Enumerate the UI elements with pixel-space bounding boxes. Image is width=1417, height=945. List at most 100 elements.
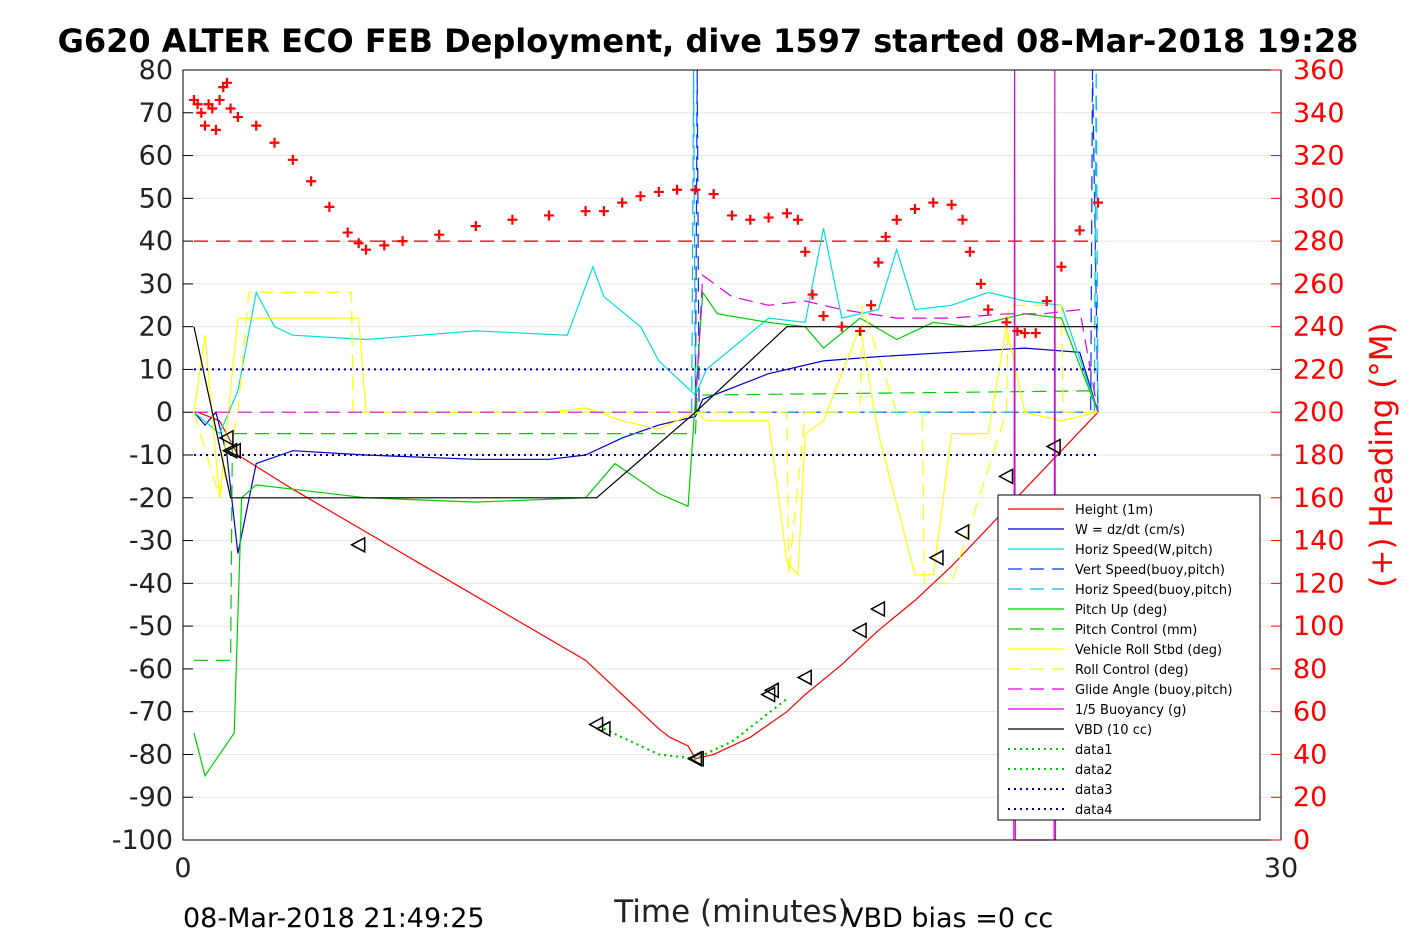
x-tick-label: 30 bbox=[1264, 853, 1298, 884]
heading-point bbox=[251, 120, 262, 131]
heading-point bbox=[196, 107, 207, 118]
left-tick-label: 80 bbox=[139, 55, 173, 86]
legend-label: VBD (10 cc) bbox=[1075, 723, 1152, 738]
right-tick-label: 360 bbox=[1293, 55, 1345, 86]
heading-point bbox=[763, 212, 774, 223]
right-tick-label: 0 bbox=[1293, 825, 1310, 856]
heading-point bbox=[891, 214, 902, 225]
right-tick-label: 40 bbox=[1293, 739, 1327, 770]
heading-point bbox=[324, 201, 335, 212]
marker-point bbox=[796, 669, 812, 686]
heading-point bbox=[1056, 261, 1067, 272]
left-tick-label: -90 bbox=[129, 782, 173, 813]
left-tick-label: 10 bbox=[139, 354, 173, 385]
legend-label: Roll Control (deg) bbox=[1075, 663, 1189, 678]
heading-point bbox=[379, 240, 390, 251]
marker-point bbox=[221, 442, 238, 459]
heading-point bbox=[910, 204, 920, 215]
heading-point bbox=[653, 186, 664, 197]
series-line bbox=[193, 347, 1099, 554]
legend-label: 1/5 Buoyancy (g) bbox=[1075, 703, 1186, 718]
left-tick-label: 60 bbox=[139, 141, 173, 172]
heading-point bbox=[192, 99, 203, 110]
left-tick-label: 50 bbox=[139, 183, 173, 214]
heading-point bbox=[880, 231, 891, 242]
heading-point bbox=[434, 229, 445, 240]
right-tick-label: 60 bbox=[1293, 697, 1327, 728]
right-tick-label: 160 bbox=[1293, 483, 1345, 514]
left-tick-label: -100 bbox=[112, 825, 173, 856]
left-tick-label: -10 bbox=[129, 440, 173, 471]
heading-point bbox=[544, 210, 554, 221]
right-tick-label: 220 bbox=[1293, 354, 1345, 385]
heading-point bbox=[635, 191, 646, 202]
left-tick-label: -60 bbox=[129, 654, 173, 685]
heading-point bbox=[708, 189, 719, 200]
legend-label: Pitch Up (deg) bbox=[1075, 603, 1167, 618]
heading-point bbox=[598, 206, 609, 217]
marker-point bbox=[350, 536, 366, 554]
marker-point bbox=[688, 750, 704, 767]
heading-point bbox=[1093, 197, 1103, 208]
heading-point bbox=[210, 124, 221, 135]
heading-point bbox=[1074, 225, 1085, 236]
footer-vbd-bias: VBD bias =0 cc bbox=[845, 903, 1053, 934]
series-line bbox=[193, 317, 1099, 577]
legend-entries: Height (1m) W = dz/dt (cm/s) Horiz Speed(W… bbox=[1008, 503, 1233, 818]
left-axis-ticks: 80 70 60 50 40 30 20 10 0 -10 -20 -30 -40 -50 -60 -70 -8… bbox=[112, 55, 193, 856]
heading-point bbox=[214, 94, 225, 105]
right-tick-label: 180 bbox=[1293, 440, 1345, 471]
x-tick-label: 0 bbox=[174, 853, 191, 884]
heading-point bbox=[975, 278, 986, 289]
heading-point bbox=[1001, 317, 1012, 328]
heading-point bbox=[225, 103, 236, 114]
heading-point bbox=[397, 236, 408, 247]
series-line bbox=[193, 291, 1098, 584]
series-line bbox=[603, 698, 788, 760]
series-line bbox=[197, 411, 1099, 760]
heading-point bbox=[617, 197, 628, 208]
heading-point bbox=[361, 244, 371, 255]
marker-point bbox=[763, 682, 780, 699]
chart-title: G620 ALTER ECO FEB Deployment, dive 1597… bbox=[58, 22, 1359, 60]
heading-point bbox=[1030, 328, 1041, 339]
left-tick-label: -30 bbox=[129, 526, 173, 557]
heading-point bbox=[957, 214, 968, 225]
left-tick-label: -50 bbox=[129, 611, 173, 642]
marker-point bbox=[686, 750, 703, 767]
legend-label: data2 bbox=[1075, 763, 1113, 778]
heading-point bbox=[807, 289, 818, 300]
left-tick-label: -40 bbox=[129, 568, 173, 599]
x-axis-label: Time (minutes) bbox=[613, 894, 849, 930]
right-tick-label: 240 bbox=[1293, 312, 1345, 343]
series-line bbox=[193, 290, 1099, 778]
right-tick-label: 100 bbox=[1293, 611, 1345, 642]
heading-point bbox=[207, 103, 218, 114]
left-tick-label: 40 bbox=[139, 226, 173, 257]
heading-point bbox=[287, 154, 298, 165]
series-line bbox=[603, 698, 788, 760]
heading-point bbox=[507, 214, 518, 225]
marker-point bbox=[928, 549, 944, 566]
x-axis-ticks: 0 30 bbox=[174, 853, 1298, 884]
legend-label: Horiz Speed(buoy,pitch) bbox=[1075, 583, 1232, 598]
heading-point bbox=[792, 214, 803, 225]
left-tick-label: 20 bbox=[139, 312, 173, 343]
footer-timestamp: 08-Mar-2018 21:49:25 bbox=[183, 903, 485, 934]
marker-point bbox=[953, 523, 970, 541]
right-axis-ticks: 3603403203002802602402202001801601401201… bbox=[1271, 55, 1345, 856]
heading-point bbox=[580, 206, 591, 217]
marker-point bbox=[225, 442, 241, 459]
heading-point bbox=[928, 197, 939, 208]
legend-label: Height (1m) bbox=[1075, 503, 1153, 518]
heading-point bbox=[866, 300, 877, 311]
legend-label: Glide Angle (buoy,pitch) bbox=[1075, 683, 1233, 698]
right-tick-label: 340 bbox=[1293, 98, 1345, 129]
heading-point bbox=[946, 199, 957, 210]
right-axis-label: (+) Heading (°M) bbox=[1364, 322, 1400, 587]
legend: Height (1m) W = dz/dt (cm/s) Horiz Speed(W… bbox=[997, 494, 1261, 821]
heading-point bbox=[672, 184, 683, 195]
right-tick-label: 120 bbox=[1293, 568, 1345, 599]
heading-point bbox=[1041, 296, 1052, 306]
legend-label: W = dz/dt (cm/s) bbox=[1075, 523, 1185, 538]
